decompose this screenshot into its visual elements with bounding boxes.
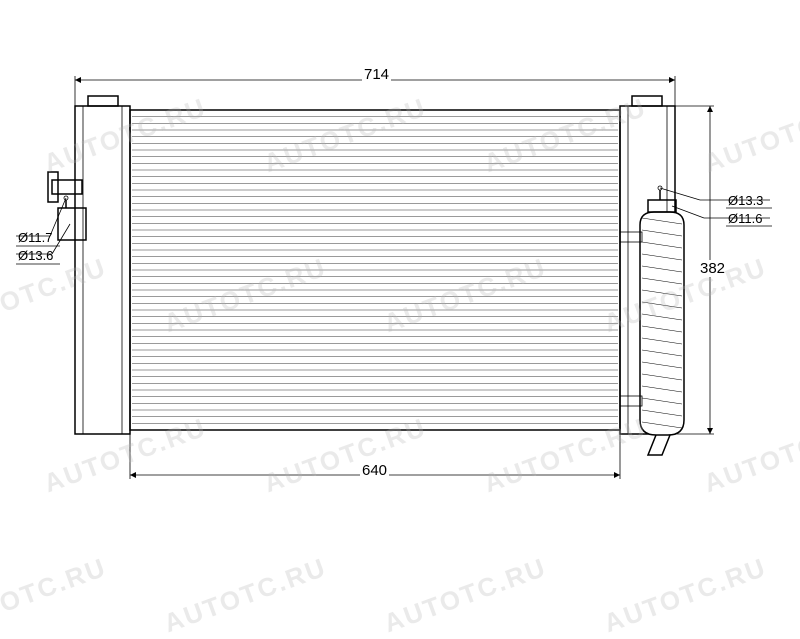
callout-left-upper: Ø11.7 [18, 230, 52, 245]
callout-right-upper: Ø13.3 [728, 193, 763, 208]
dim-bottom-label: 640 [360, 462, 389, 479]
callout-right-lower: Ø11.6 [728, 211, 762, 226]
dim-height-label: 382 [698, 260, 727, 277]
callout-left-lower: Ø13.6 [18, 248, 53, 263]
dim-top-label: 714 [362, 66, 391, 83]
technical-drawing [0, 0, 800, 600]
